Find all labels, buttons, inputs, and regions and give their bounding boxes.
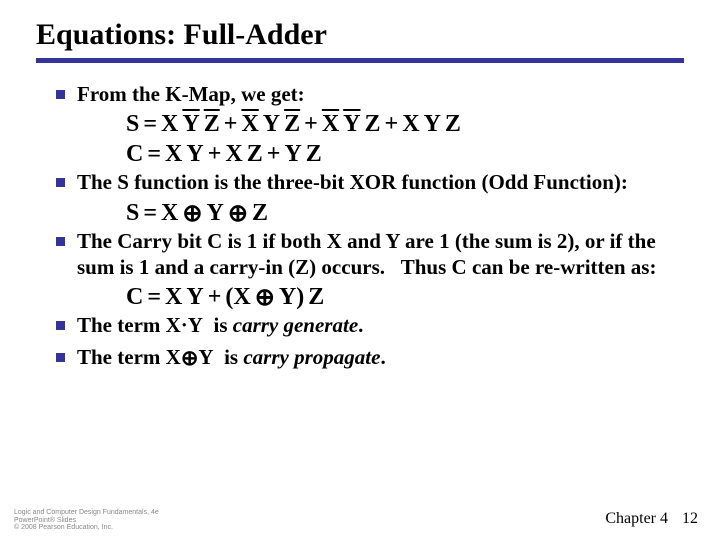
- equation-s: S=XYZ+XYZ+XYZ+XYZ: [126, 109, 684, 139]
- bullet-2-text: The S function is the three-bit XOR func…: [77, 169, 684, 195]
- page-number: 12: [682, 510, 698, 527]
- title-rule: [36, 58, 684, 63]
- bullet-icon: [56, 237, 65, 246]
- footer: Chapter 4 12: [605, 510, 698, 528]
- equation-s-xor: S=X⊕Y⊕Z: [126, 198, 684, 228]
- chapter-label: Chapter 4: [605, 510, 668, 527]
- bullet-1: From the K-Map, we get:: [56, 81, 684, 107]
- credits: Logic and Computer Design Fundamentals, …: [14, 509, 159, 532]
- equation-c1: C=XY+XZ+YZ: [126, 139, 684, 169]
- bullet-4: The term X·Y is carry generate.: [56, 312, 684, 338]
- bullet-5: The term X⊕Y is carry propagate.: [56, 344, 684, 370]
- bullet-4-text: The term X·Y is carry generate.: [77, 312, 684, 338]
- bullet-3: The Carry bit C is 1 if both X and Y are…: [56, 228, 684, 281]
- bullet-icon: [56, 321, 65, 330]
- bullet-2: The S function is the three-bit XOR func…: [56, 169, 684, 195]
- slide-title: Equations: Full-Adder: [36, 18, 684, 52]
- bullet-icon: [56, 353, 65, 362]
- bullet-3-text: The Carry bit C is 1 if both X and Y are…: [77, 228, 684, 281]
- bullet-icon: [56, 178, 65, 187]
- equation-c2: C=XY+(X⊕Y)Z: [126, 282, 684, 312]
- bullet-5-text: The term X⊕Y is carry propagate.: [77, 344, 684, 370]
- bullet-icon: [56, 90, 65, 99]
- bullet-1-text: From the K-Map, we get:: [77, 81, 684, 107]
